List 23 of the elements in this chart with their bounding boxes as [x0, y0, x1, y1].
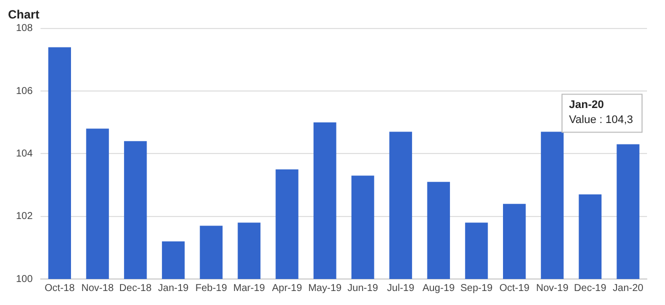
x-tick-label: Aug-19: [422, 282, 456, 294]
x-tick-label: Oct-19: [499, 282, 530, 294]
x-tick-label: Jun-19: [348, 282, 379, 294]
x-tick-label: Nov-18: [81, 282, 114, 294]
x-tick-label: Jul-19: [387, 282, 415, 294]
y-tick-label: 106: [16, 86, 34, 97]
x-tick-label: May-19: [308, 282, 342, 294]
x-tick-label: Mar-19: [233, 282, 266, 294]
x-tick-label: Dec-18: [119, 282, 152, 294]
x-tick-label: Apr-19: [272, 282, 302, 294]
y-tick-label: 108: [16, 23, 34, 34]
chart-title: Chart: [8, 8, 40, 22]
annotation: Jan-20 Value : 104,3: [569, 98, 634, 126]
x-tick-label: Oct-18: [44, 282, 76, 294]
y-tick-label: 100: [16, 274, 34, 285]
x-tick-label: Dec-19: [574, 282, 607, 294]
x-tick-label: Jan-20: [612, 282, 644, 294]
x-tick-label: Sep-19: [460, 282, 494, 294]
x-tick-label: Feb-19: [195, 282, 228, 294]
x-tick-label: Nov-19: [536, 282, 569, 294]
y-tick-label: 102: [16, 211, 34, 222]
x-tick-label: Jan-19: [158, 282, 190, 294]
y-tick-label: 104: [16, 148, 34, 160]
